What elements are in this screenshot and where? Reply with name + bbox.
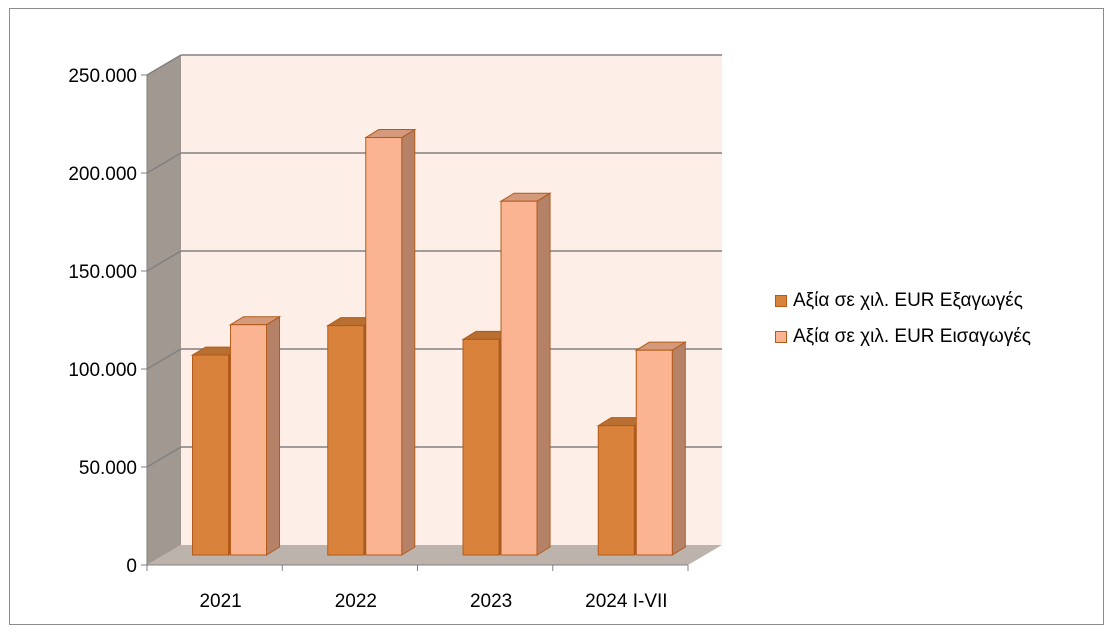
bar-front	[462, 338, 500, 556]
y-axis-tick-labels: 0 50.000 100.000 150.000 200.000 250.000	[68, 66, 137, 577]
side-wall	[147, 55, 181, 565]
bar-side	[401, 128, 416, 556]
legend: Αξία σε χιλ. EUR Εξαγωγές Αξία σε χιλ. E…	[775, 283, 1031, 355]
y-tick-label: 0	[126, 556, 137, 577]
y-tick-label: 100.000	[68, 360, 137, 381]
gridline-side	[146, 348, 182, 370]
bar-front	[597, 425, 635, 556]
y-tick-label: 150.000	[68, 262, 137, 283]
bar-front	[365, 137, 403, 556]
y-tick-label: 200.000	[68, 164, 137, 185]
y-tick-label: 250.000	[68, 66, 137, 87]
bar-side	[536, 192, 551, 556]
x-tick-label: 2023	[470, 591, 512, 612]
bar-imports	[364, 128, 417, 556]
legend-swatch-imports	[775, 331, 787, 343]
axes	[141, 74, 689, 571]
legend-item-imports: Αξία σε χιλ. EUR Εισαγωγές	[775, 319, 1031, 355]
legend-label-exports: Αξία σε χιλ. EUR Εξαγωγές	[793, 290, 1023, 311]
gridline-side	[146, 250, 182, 272]
legend-label-imports: Αξία σε χιλ. EUR Εισαγωγές	[793, 326, 1031, 347]
bar-front	[500, 200, 538, 556]
bar-side	[671, 341, 686, 556]
gridline-side	[146, 152, 182, 174]
bar-front	[230, 324, 268, 556]
bar-imports	[634, 341, 688, 556]
x-axis-tick-labels: 2021 2022 2023 2024 I-VII	[199, 591, 667, 612]
floor	[147, 545, 722, 565]
bar-imports	[499, 192, 552, 556]
gridline-side	[146, 446, 182, 468]
y-tick-label: 50.000	[79, 458, 137, 479]
bar-side	[266, 315, 281, 556]
bar-imports	[228, 315, 282, 556]
legend-item-exports: Αξία σε χιλ. EUR Εξαγωγές	[775, 283, 1031, 319]
x-tick-label: 2022	[335, 591, 377, 612]
bar-front	[192, 354, 230, 556]
bars	[190, 128, 688, 556]
legend-swatch-exports	[775, 295, 787, 307]
x-tick-label: 2024 I-VII	[585, 591, 667, 612]
bar-front	[327, 325, 365, 556]
bar-front	[635, 349, 673, 556]
gridline-side	[146, 54, 182, 76]
x-tick-label: 2021	[199, 591, 241, 612]
